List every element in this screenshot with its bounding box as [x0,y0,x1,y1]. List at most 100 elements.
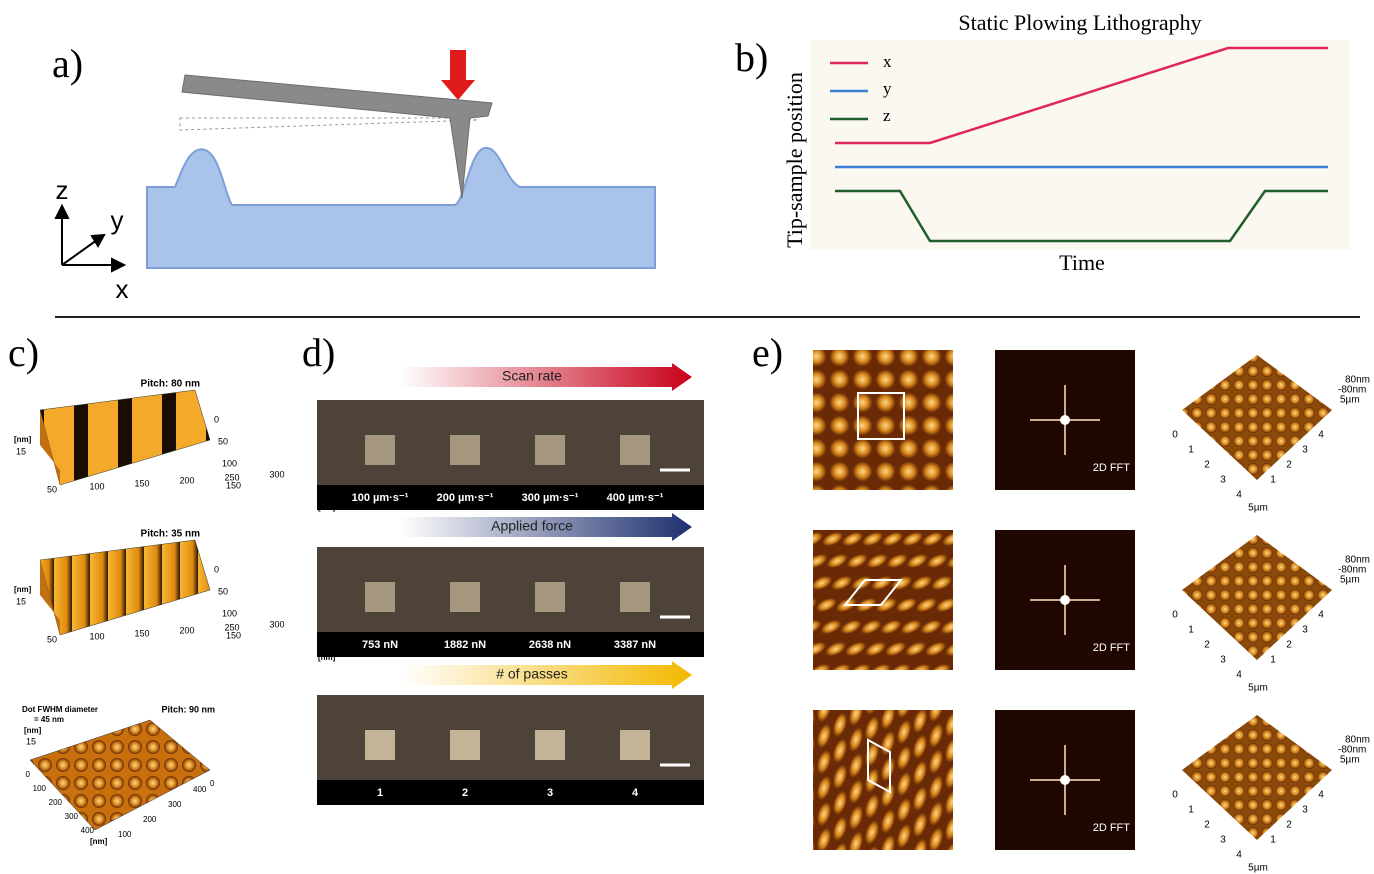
force-arrow [441,50,475,100]
label: 5µm [1340,395,1360,406]
panel-label: e) [752,330,783,375]
label: 50 [218,436,228,446]
label: 4 [1318,790,1324,801]
written-square [535,435,565,465]
label: 400 [193,785,207,794]
label: 1 [1270,655,1276,666]
legend-label: z [883,106,891,125]
label: 200 [179,475,194,485]
label: 5µm [1340,755,1360,766]
label: 3 [1220,475,1226,486]
label: 5µm [1248,503,1268,514]
label: 15 [26,736,36,746]
label: 50 [218,586,228,596]
figure: a) z y x b) Static Plowing Lithography x… [0,0,1374,874]
label: 250 [224,622,239,632]
afm-image [813,710,953,850]
label: 1 [1188,445,1194,456]
label: 50 [47,484,57,494]
label: 300 [65,812,79,821]
label: 300 [269,469,284,479]
written-square [535,730,565,760]
legend-label: x [883,52,892,71]
label: 100 [222,608,237,618]
label: 753 nN [362,639,398,651]
label: 0 [1172,610,1178,621]
label: Dot FWHM diameter [22,705,98,714]
label: 4 [1318,430,1324,441]
label: [nm] [14,435,32,444]
label: # of passes [496,666,568,682]
label: 0 [210,779,215,788]
label: 4 [1236,670,1242,681]
label: 5µm [1248,863,1268,874]
plot-area [810,40,1350,250]
label: 300 [168,800,182,809]
label: 1 [377,787,383,799]
label: 2 [1204,820,1210,831]
fft-center [1060,775,1070,785]
label: 2D FFT [1093,822,1131,834]
label: 2 [1286,820,1292,831]
x-axis-label: Time [1059,250,1105,275]
label: 100 [89,631,104,641]
label: Applied force [491,518,573,534]
label: 200 [143,815,157,824]
axis-label: x [116,274,129,304]
label: 3 [1302,445,1308,456]
cantilever [182,75,492,198]
label: 2 [1204,460,1210,471]
label: 3 [547,787,553,799]
written-square [450,730,480,760]
label-strip [317,780,704,805]
written-square [450,582,480,612]
label: 1 [1188,805,1194,816]
label: 2638 nN [529,639,571,651]
label: 0 [214,564,219,574]
label: 5µm [1248,683,1268,694]
label: 15 [16,596,26,606]
label: 1882 nN [444,639,486,651]
label: Pitch: 90 nm [161,704,215,714]
label: Pitch: 35 nm [141,529,201,540]
written-square [450,435,480,465]
label: 15 [16,446,26,456]
written-square [365,435,395,465]
written-square [620,730,650,760]
label: 4 [1236,850,1242,861]
label: 0 [1172,430,1178,441]
written-square [365,730,395,760]
label: 2D FFT [1093,462,1131,474]
surface [40,390,210,485]
label: 5µm [1340,575,1360,586]
label: Pitch: 80 nm [141,379,201,390]
label: 0 [26,770,31,779]
axis-label: z [56,175,69,205]
label: 200 [49,798,63,807]
fft-center [1060,595,1070,605]
label: = 45 nm [34,715,64,724]
written-square [365,582,395,612]
label: 200 [179,625,194,635]
label: 4 [632,787,639,799]
label: 3387 nN [614,639,656,651]
afm-image [813,350,953,490]
label: 3 [1220,655,1226,666]
label: 150 [134,628,149,638]
label: [nm] [14,585,32,594]
label: 1 [1188,625,1194,636]
label: 2 [1286,460,1292,471]
label: 100 [118,830,132,839]
surface [40,540,210,635]
panel-label: b) [735,35,768,80]
label: 2 [1286,640,1292,651]
label: 1 [1270,835,1276,846]
label: 3 [1220,835,1226,846]
label: 100 [33,784,47,793]
axis-label: y [111,205,124,235]
label: 3 [1302,805,1308,816]
label: 0 [214,414,219,424]
written-square [620,582,650,612]
label: 100 µm·s⁻¹ [352,492,409,504]
surface [30,720,210,830]
